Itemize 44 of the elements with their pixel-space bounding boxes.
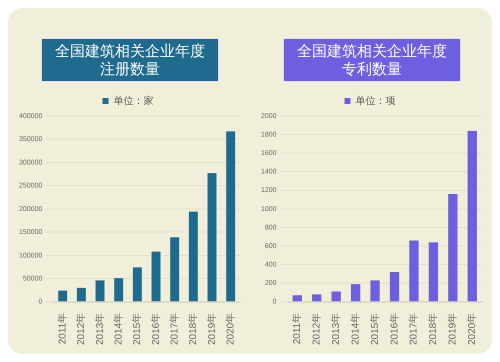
bar (350, 284, 360, 302)
bar (114, 278, 124, 302)
x-tick-label: 2015年 (368, 312, 381, 346)
chart-title: 全国建筑相关企业年度专利数量 (283, 38, 461, 82)
x-tick-label: 2011年 (56, 312, 68, 344)
x-tick-label: 2017年 (408, 312, 420, 346)
bar (96, 280, 104, 302)
bar (448, 194, 458, 302)
x-tick-label: 2014年 (349, 312, 362, 346)
bar (58, 290, 68, 302)
bar (132, 267, 142, 302)
x-tick-label: 2016年 (150, 312, 162, 346)
bar (332, 292, 341, 302)
chart-title: 全国建筑相关企业年度注册数量 (41, 38, 219, 82)
x-tick-label: 2019年 (206, 312, 218, 346)
bar (76, 288, 86, 302)
x-tick-label: 2017年 (168, 312, 180, 346)
bar (170, 237, 180, 302)
x-tick-label: 2011年 (291, 312, 304, 344)
x-tick-label: 2018年 (187, 312, 200, 346)
bar (370, 280, 380, 302)
x-tick-label: 2014年 (112, 312, 124, 346)
x-tick-label: 2016年 (388, 312, 400, 346)
x-tick-label: 2020年 (224, 312, 236, 346)
x-tick-label: 2015年 (131, 312, 144, 346)
bar (409, 240, 419, 302)
bar (390, 272, 400, 302)
bar (292, 295, 302, 302)
x-tick-label: 2013年 (330, 312, 342, 346)
legend-label: 单位：项 (356, 94, 396, 107)
bar (428, 242, 438, 302)
bar (312, 294, 322, 302)
x-tick-label: 2018年 (427, 312, 440, 346)
x-tick-label: 2012年 (310, 312, 322, 346)
bar (152, 252, 160, 302)
bar (208, 173, 216, 302)
x-tick-label: 2012年 (75, 312, 88, 346)
legend-label: 单位：家 (114, 94, 154, 107)
bar (188, 212, 198, 302)
bar (226, 131, 236, 302)
bar (468, 130, 477, 302)
x-tick-label: 2020年 (466, 312, 478, 346)
x-tick-label: 2019年 (446, 312, 459, 346)
x-tick-label: 2013年 (94, 312, 106, 346)
